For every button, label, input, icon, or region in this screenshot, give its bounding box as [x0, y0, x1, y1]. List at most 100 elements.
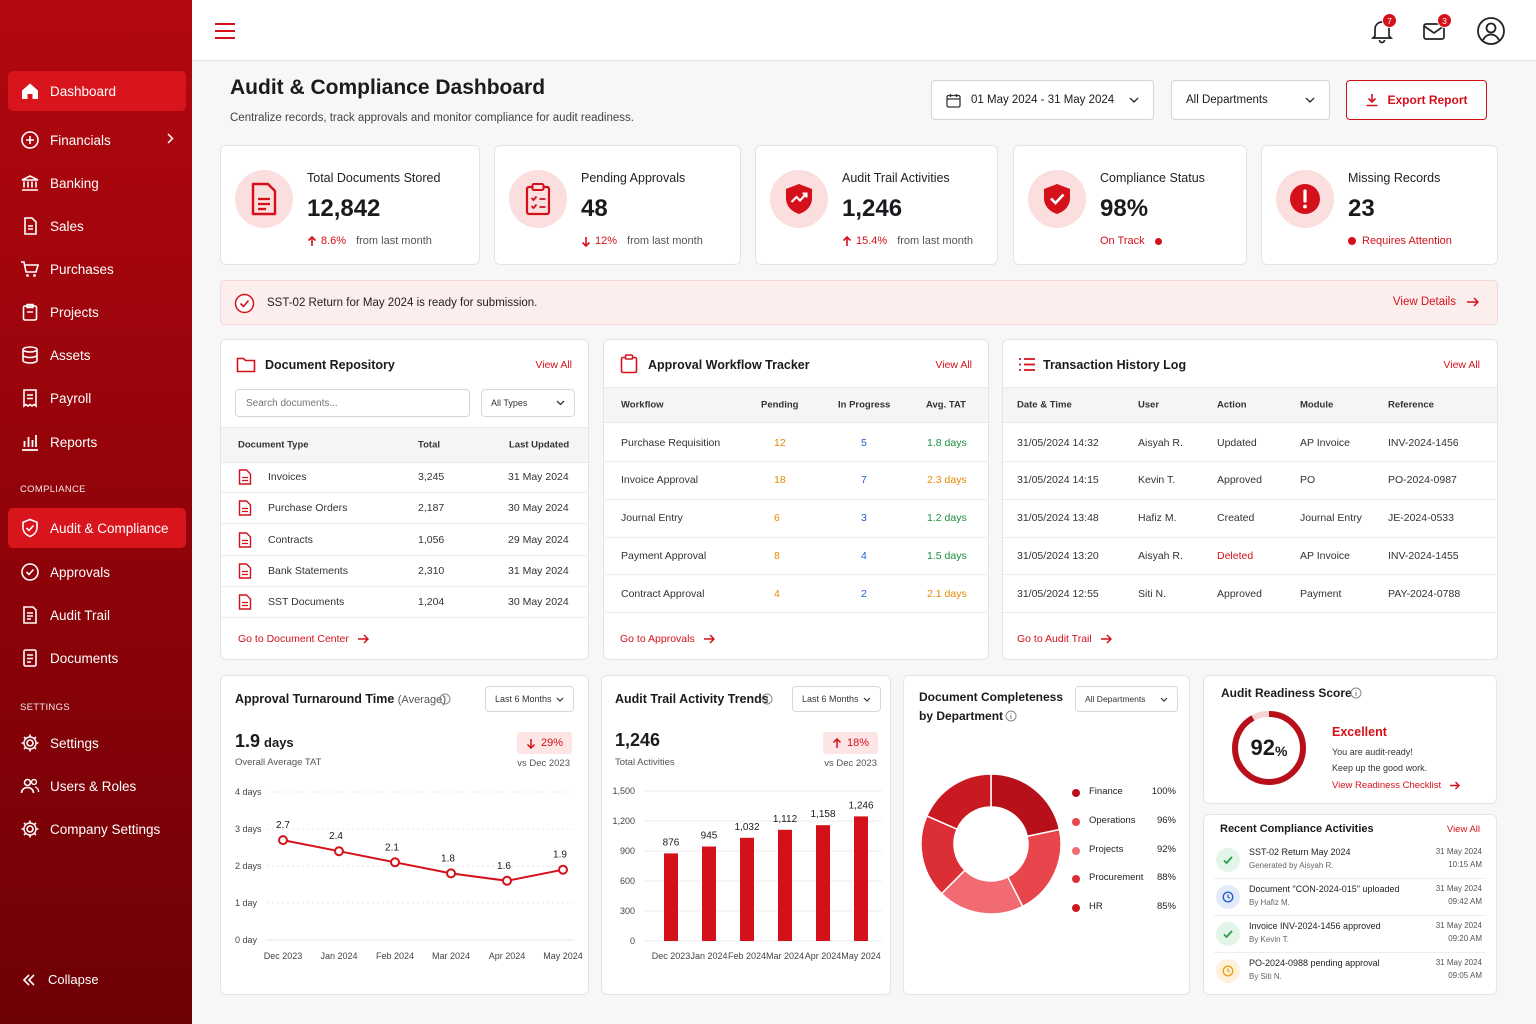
table-row[interactable]: Purchase Requisition 12 5 1.8 days	[604, 424, 988, 462]
activity-time: 09:05 AM	[1448, 971, 1482, 980]
hamburger-menu-icon[interactable]	[214, 22, 236, 40]
chart-title: Approval Turnaround Time (Average)	[235, 692, 446, 706]
table-row[interactable]: 31/05/2024 13:20 Aisyah R. Deleted AP Invoi…	[1003, 537, 1497, 576]
series-line	[282, 839, 564, 882]
table-row[interactable]: SST Documents 1,204 30 May 2024	[221, 587, 588, 619]
table-row[interactable]: Payment Approval 8 4 1.5 days	[604, 537, 988, 576]
info-icon	[1350, 687, 1362, 699]
reference: INV-2024-1456	[1388, 436, 1459, 449]
in-progress-count: 7	[861, 474, 867, 487]
view-all-link[interactable]: View All	[1446, 824, 1480, 835]
legend-label: Operations	[1089, 814, 1136, 826]
department-select[interactable]: All Departments	[1171, 80, 1330, 120]
table-row[interactable]: Journal Entry 6 3 1.2 days	[604, 500, 988, 538]
workflow-name: Journal Entry	[621, 512, 683, 525]
sidebar-item-audit-and-compliance[interactable]: Audit & Compliance	[8, 508, 186, 548]
department-filter[interactable]: All Departments	[1075, 686, 1178, 712]
y-tick-label: 4 days	[235, 787, 262, 797]
module: AP Invoice	[1300, 549, 1351, 562]
collapse-button[interactable]: Collapse	[22, 972, 99, 987]
sidebar-item-reports[interactable]: Reports	[8, 422, 186, 462]
period-filter[interactable]: Last 6 Months	[485, 686, 574, 712]
kpi-card-compliance-status[interactable]: Compliance Status 98% On Track	[1013, 145, 1247, 265]
date-range-picker[interactable]: 01 May 2024 - 31 May 2024	[931, 80, 1154, 120]
list-item[interactable]: PO-2024-0988 pending approval By Siti N. 3…	[1214, 954, 1486, 990]
sidebar-item-banking[interactable]: Banking	[8, 163, 186, 203]
view-all-link[interactable]: View All	[935, 359, 972, 371]
status-dot	[1154, 237, 1162, 245]
kpi-card-audit-trail-activities[interactable]: Audit Trail Activities 1,246 15.4% from las…	[755, 145, 998, 265]
sidebar-item-audit-trail[interactable]: Audit Trail	[8, 595, 186, 635]
table-row[interactable]: 31/05/2024 14:32 Aisyah R. Updated AP Invoi…	[1003, 424, 1497, 462]
arrow-down-icon	[581, 236, 591, 247]
list-item[interactable]: SST-02 Return May 2024 Generated by Aisya…	[1214, 843, 1486, 879]
user-profile-icon[interactable]	[1476, 16, 1506, 46]
sidebar-item-dashboard[interactable]: Dashboard	[8, 71, 186, 111]
sidebar-item-users-and-roles[interactable]: Users & Roles	[8, 766, 186, 806]
table-row[interactable]: Bank Statements 2,310 31 May 2024	[221, 556, 588, 587]
sidebar-item-assets[interactable]: Assets	[8, 335, 186, 375]
activity-title: SST-02 Return May 2024	[1249, 847, 1351, 857]
bar	[778, 829, 792, 941]
sidebar-item-purchases[interactable]: Purchases	[8, 249, 186, 289]
activity-by: By Siti N.	[1249, 972, 1282, 981]
clock-icon	[1216, 959, 1240, 983]
period-filter[interactable]: Last 6 Months	[792, 686, 881, 712]
trends-delta-badge: 18%	[822, 732, 878, 754]
y-tick-label: 1,500	[612, 786, 635, 796]
document-type-filter[interactable]: All Types	[481, 389, 575, 417]
export-label: Export Report	[1387, 93, 1468, 107]
list-item[interactable]: Invoice INV-2024-1456 approved By Kevin T…	[1214, 917, 1486, 953]
data-label: 1,112	[773, 814, 798, 825]
view-details-link[interactable]: View Details	[1393, 296, 1479, 308]
readiness-score: 92%	[1229, 708, 1309, 788]
table-row[interactable]: Purchase Orders 2,187 30 May 2024	[221, 493, 588, 525]
kpi-card-pending-approvals[interactable]: Pending Approvals 48 12% from last month	[494, 145, 741, 265]
view-readiness-checklist-link[interactable]: View Readiness Checklist	[1332, 780, 1461, 791]
go-to-approvals-link[interactable]: Go to Approvals	[620, 633, 715, 645]
legend-value: 100%	[1151, 786, 1176, 797]
readiness-line1: You are audit-ready!	[1332, 747, 1413, 757]
sidebar-item-company-settings[interactable]: Company Settings	[8, 809, 186, 849]
data-label: 1,246	[848, 800, 873, 811]
legend-item: Procurement 88%	[1072, 872, 1176, 886]
view-all-link[interactable]: View All	[535, 359, 572, 371]
kpi-value: 98%	[1100, 195, 1149, 222]
view-all-link[interactable]: View All	[1443, 359, 1480, 371]
go-to-document-center-link[interactable]: Go to Document Center	[238, 633, 369, 645]
kpi-card-total-documents-stored[interactable]: Total Documents Stored 12,842 8.6% from las…	[220, 145, 480, 265]
sidebar-item-sales[interactable]: Sales	[8, 206, 186, 246]
action: Approved	[1217, 474, 1262, 487]
sidebar-item-settings[interactable]: Settings	[8, 723, 186, 763]
notifications-button[interactable]: 7	[1370, 13, 1397, 44]
table-row[interactable]: 31/05/2024 14:15 Kevin T. Approved PO PO-202…	[1003, 462, 1497, 500]
table-row[interactable]: 31/05/2024 12:55 Siti N. Approved Payment PA…	[1003, 575, 1497, 614]
table-row[interactable]: Invoice Approval 18 7 2.3 days	[604, 462, 988, 500]
sidebar-item-payroll[interactable]: Payroll	[8, 378, 186, 418]
table-row[interactable]: Contract Approval 4 2 2.1 days	[604, 575, 988, 614]
kpi-card-missing-records[interactable]: Missing Records 23 Requires Attention	[1261, 145, 1498, 265]
activity-title: Document "CON-2024-015" uploaded	[1249, 884, 1400, 894]
x-tick-label: Jan 2024	[320, 951, 357, 961]
list-item[interactable]: Document "CON-2024-015" uploaded By Hafiz…	[1214, 880, 1486, 916]
export-report-button[interactable]: Export Report	[1346, 80, 1487, 120]
sidebar-item-documents[interactable]: Documents	[8, 638, 186, 678]
go-to-audit-trail-link[interactable]: Go to Audit Trail	[1017, 633, 1112, 645]
workflow-name: Purchase Requisition	[621, 436, 721, 449]
sidebar-item-approvals[interactable]: Approvals	[8, 552, 186, 592]
sidebar-item-financials[interactable]: Financials	[8, 120, 186, 160]
database-icon	[20, 345, 40, 365]
sidebar-item-projects[interactable]: Projects	[8, 292, 186, 332]
donut-slice	[990, 773, 1061, 838]
sidebar-item-label: Projects	[50, 304, 99, 320]
activity-by: Generated by Aisyah R.	[1249, 861, 1334, 870]
search-documents-input[interactable]	[235, 389, 470, 417]
table-row[interactable]: 31/05/2024 13:48 Hafiz M. Created Journal E…	[1003, 500, 1497, 538]
user-name: Hafiz M.	[1138, 512, 1177, 525]
status-dot	[1348, 237, 1356, 245]
table-row[interactable]: Invoices 3,245 31 May 2024	[221, 462, 588, 493]
file-icon	[238, 563, 252, 579]
document-total: 2,187	[418, 502, 445, 515]
messages-button[interactable]: 3	[1422, 13, 1452, 44]
table-row[interactable]: Contracts 1,056 29 May 2024	[221, 525, 588, 556]
